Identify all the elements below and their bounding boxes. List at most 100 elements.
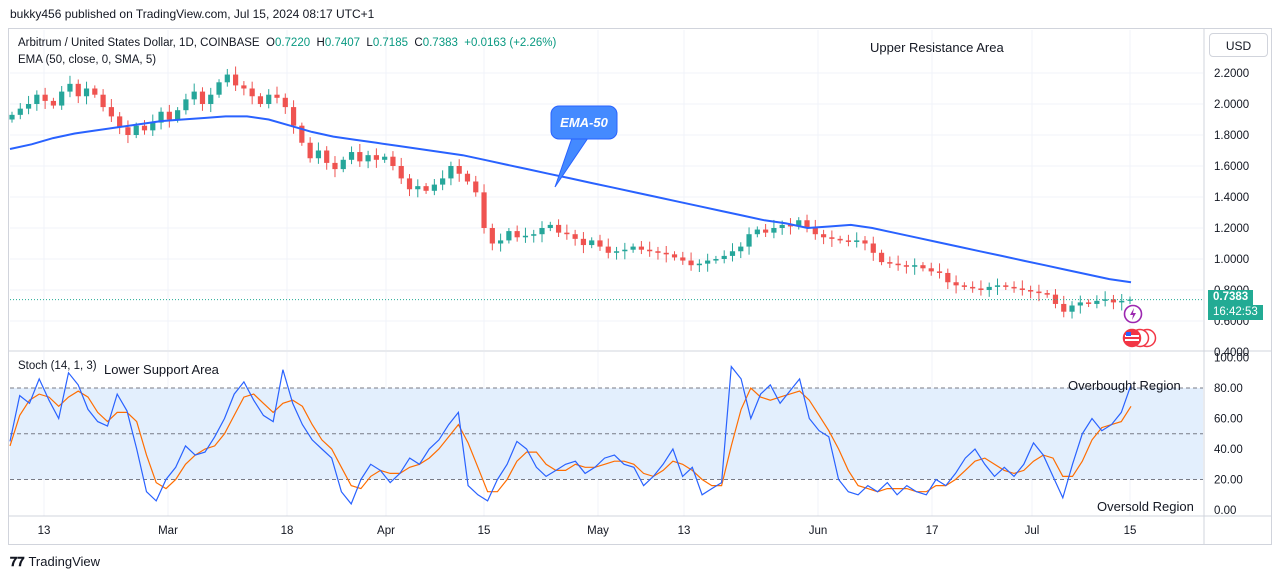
ema-callout: EMA-50 (550, 105, 618, 188)
stoch-tick: 20.00 (1214, 475, 1243, 487)
candle (299, 122, 305, 146)
candle (771, 219, 777, 239)
price-tick: 1.0000 (1214, 254, 1249, 266)
time-label: May (587, 525, 609, 537)
high-value: 0.7407 (324, 37, 361, 49)
candle (191, 83, 197, 105)
candle (746, 227, 752, 255)
candle (183, 93, 189, 115)
ema-indicator-label[interactable]: EMA (50, close, 0, SMA, 5) (18, 54, 157, 66)
candle (67, 75, 73, 98)
candle (150, 114, 156, 136)
published-header: bukky456 published on TradingView.com, J… (10, 7, 375, 21)
candle (1119, 294, 1125, 311)
candle (357, 143, 363, 167)
candle (282, 93, 288, 114)
candle (75, 79, 81, 104)
candle (83, 81, 90, 105)
stoch-tick: 40.00 (1214, 444, 1243, 456)
ema-50-line (9, 115, 1132, 284)
price-tick: 0.4000 (1214, 347, 1249, 359)
candle (738, 242, 744, 259)
change-value: +0.0163 (+2.26%) (464, 37, 557, 49)
candle (415, 179, 421, 198)
currency-button[interactable]: USD (1209, 33, 1268, 57)
candle (1085, 299, 1092, 308)
chart-frame (8, 28, 1272, 545)
stoch-indicator-label[interactable]: Stoch (14, 1, 3) (18, 360, 97, 372)
candle (647, 241, 653, 257)
close-label: C (414, 37, 423, 49)
candle (456, 159, 462, 182)
candle (613, 246, 620, 260)
candle (464, 170, 471, 185)
candle (307, 137, 313, 163)
candle (696, 259, 702, 273)
candle (208, 87, 214, 113)
candle (17, 103, 23, 120)
us-flag-events-icon[interactable] (1122, 328, 1157, 348)
candle (373, 148, 379, 168)
candle (547, 221, 553, 232)
stoch-tick: 60.00 (1214, 414, 1243, 426)
candle (473, 175, 479, 197)
candle (216, 79, 222, 98)
time-axis-labels: 13 Mar 18 Apr 15 May 13 Jun 17 Jul 15 (38, 525, 1137, 537)
tradingview-logo[interactable]: 𝟕𝟕 TradingView (10, 554, 100, 570)
legend-symbol-row: Arbitrum / United States Dollar, 1D, COI… (18, 35, 556, 52)
candle (290, 100, 297, 134)
candle (870, 236, 876, 261)
time-label: Jul (1025, 525, 1040, 537)
price-tick: 1.2000 (1214, 223, 1249, 235)
candle (1102, 291, 1108, 307)
candle (555, 219, 562, 237)
candle (754, 226, 760, 238)
time-label: 13 (678, 525, 691, 537)
candle (1011, 281, 1017, 293)
price-tick: 2.0000 (1214, 99, 1249, 111)
candle (1036, 284, 1042, 302)
candle (970, 281, 976, 293)
candle (332, 156, 338, 178)
candle (481, 184, 487, 234)
overbought-label: Overbought Region (1068, 378, 1181, 393)
upper-resistance-label: Upper Resistance Area (870, 40, 1004, 55)
candle (688, 252, 694, 271)
candle (100, 89, 106, 112)
ema-callout-label: EMA-50 (560, 115, 608, 130)
candle (920, 262, 926, 272)
candle (531, 229, 537, 243)
candle (158, 107, 164, 130)
candle (804, 214, 810, 233)
candle (903, 260, 909, 274)
lightning-icon[interactable] (1123, 304, 1143, 324)
symbol-name[interactable]: Arbitrum / United States Dollar, 1D, COI… (18, 37, 260, 49)
candle (423, 183, 429, 194)
candles (9, 66, 1133, 319)
candle (895, 255, 901, 271)
candle (241, 81, 247, 96)
time-label: 15 (478, 525, 491, 537)
candle (1003, 282, 1009, 290)
time-label: Mar (158, 525, 178, 537)
candle (655, 246, 661, 260)
time-label: 13 (38, 525, 51, 537)
candle (498, 233, 504, 252)
candle (961, 282, 967, 290)
candle (9, 111, 15, 123)
candle (812, 219, 818, 240)
time-label: 15 (1124, 525, 1137, 537)
candle (249, 81, 255, 105)
candle (489, 223, 495, 251)
price-tick: 2.2000 (1214, 68, 1249, 80)
candle (994, 278, 1001, 295)
high-label: H (316, 37, 325, 49)
lower-support-label: Lower Support Area (104, 362, 219, 377)
close-value: 0.7383 (422, 37, 458, 49)
candle (796, 217, 802, 230)
candle (50, 97, 57, 109)
candle (365, 150, 371, 169)
brand-name: TradingView (28, 554, 101, 569)
candle (854, 232, 860, 248)
